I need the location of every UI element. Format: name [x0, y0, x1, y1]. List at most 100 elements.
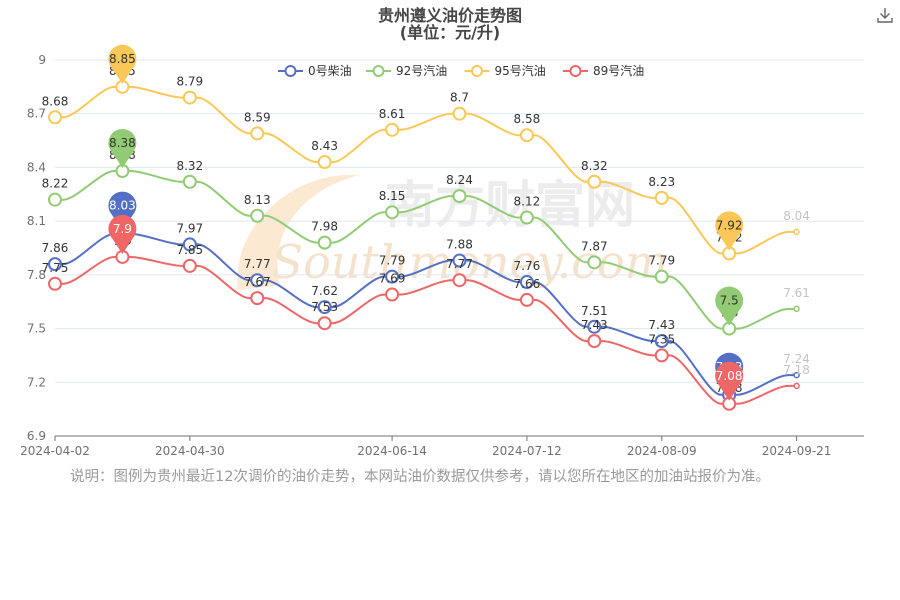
data-point[interactable]: [317, 300, 332, 315]
watermark-logo: [237, 174, 360, 290]
data-label: 8.24: [446, 173, 473, 187]
min-pin-label: 7.08: [716, 369, 743, 383]
data-point[interactable]: [587, 255, 602, 270]
data-point[interactable]: [317, 155, 332, 170]
max-pin-label: 7.9: [113, 222, 132, 236]
data-label: 8.04: [783, 209, 810, 223]
max-pin-0: [108, 191, 137, 231]
chart-note: 说明：图例为贵州最近12次调价的油价走势，本网站油价数据仅供参考，请以您所在地区…: [70, 469, 770, 485]
data-point[interactable]: [654, 190, 669, 205]
legend-marker: [471, 65, 483, 77]
data-point[interactable]: [250, 273, 265, 288]
data-point[interactable]: [452, 273, 467, 288]
data-point[interactable]: [385, 122, 400, 137]
data-label: 8.15: [379, 189, 406, 203]
data-point[interactable]: [385, 269, 400, 284]
data-point[interactable]: [452, 189, 467, 204]
y-tick-label: 7.5: [27, 322, 46, 336]
data-label: 8.68: [42, 94, 69, 108]
legend-label: 95号汽油: [495, 63, 546, 78]
data-label: 8.22: [42, 177, 69, 191]
chart-subtitle: (单位：元/升): [400, 23, 500, 42]
y-tick-label: 7.2: [27, 375, 46, 389]
data-point[interactable]: [793, 382, 800, 390]
x-tick-label: 2024-04-30: [155, 444, 225, 458]
data-label: 7.79: [648, 254, 675, 268]
chart-title: 贵州遵义油价走势图: [378, 6, 522, 25]
data-label: 7.79: [379, 254, 406, 268]
data-label: 8.13: [244, 193, 271, 207]
data-point[interactable]: [452, 253, 467, 268]
series-line-3: [55, 256, 797, 405]
max-pin-label: 8.38: [109, 136, 136, 150]
data-label: 7.86: [42, 241, 69, 255]
data-point[interactable]: [654, 334, 669, 349]
data-point[interactable]: [182, 90, 197, 105]
data-point[interactable]: [793, 305, 800, 313]
series-line-0: [55, 232, 797, 396]
legend-item-1[interactable]: 92号汽油: [366, 63, 447, 78]
download-icon[interactable]: [876, 6, 894, 24]
data-point[interactable]: [587, 174, 602, 189]
y-tick-label: 8.7: [27, 107, 46, 121]
data-point[interactable]: [519, 292, 534, 307]
data-point[interactable]: [48, 276, 62, 291]
data-label: 7.85: [176, 243, 203, 257]
y-tick-label: 8.1: [27, 214, 46, 228]
y-tick-label: 7.8: [27, 268, 46, 282]
data-point[interactable]: [250, 291, 265, 306]
max-pin-label: 8.85: [109, 52, 136, 66]
data-label: 7.69: [379, 272, 406, 286]
data-label: 8.7: [450, 91, 469, 105]
data-label: 8.23: [648, 175, 675, 189]
data-point[interactable]: [317, 235, 332, 250]
data-label: 7.62: [311, 284, 338, 298]
data-point[interactable]: [654, 269, 669, 284]
legend-item-0[interactable]: 0号柴油: [278, 64, 352, 78]
legend-item-3[interactable]: 89号汽油: [563, 63, 644, 78]
data-point[interactable]: [519, 210, 534, 225]
data-label: 7.35: [648, 332, 675, 346]
data-point[interactable]: [519, 275, 534, 290]
legend-label: 0号柴油: [308, 64, 352, 78]
max-pin-3: [108, 214, 137, 254]
data-label: 7.61: [783, 286, 810, 300]
data-point[interactable]: [250, 208, 265, 223]
data-point[interactable]: [519, 128, 534, 143]
data-point[interactable]: [250, 126, 265, 141]
data-label: 7.51: [581, 304, 608, 318]
data-label: 8.32: [176, 159, 203, 173]
data-label: 7.43: [648, 318, 675, 332]
x-tick-label: 2024-06-14: [357, 444, 427, 458]
data-point[interactable]: [48, 110, 62, 125]
data-point[interactable]: [452, 106, 467, 121]
data-label: 8.61: [379, 107, 406, 121]
legend-marker: [569, 65, 582, 77]
data-point[interactable]: [48, 257, 62, 272]
min-pin-2: [715, 211, 744, 251]
data-label: 7.24: [783, 352, 810, 366]
data-label: 7.87: [581, 239, 608, 253]
data-point[interactable]: [587, 319, 602, 334]
data-label: 7.88: [446, 238, 473, 252]
data-label: 8.32: [581, 159, 608, 173]
data-point[interactable]: [793, 228, 800, 236]
min-pin-label: 7.5: [720, 294, 739, 308]
legend-marker: [284, 65, 297, 77]
data-label: 8.59: [244, 110, 271, 124]
data-point[interactable]: [654, 348, 669, 363]
data-point[interactable]: [317, 316, 332, 331]
data-point[interactable]: [793, 371, 800, 379]
legend-item-2[interactable]: 95号汽油: [464, 63, 546, 78]
data-point[interactable]: [587, 334, 602, 349]
data-point[interactable]: [182, 237, 197, 252]
data-point[interactable]: [182, 258, 197, 273]
data-label: 8.58: [514, 112, 541, 126]
data-point[interactable]: [182, 174, 197, 189]
max-pin-label: 8.03: [109, 199, 136, 213]
data-point[interactable]: [385, 205, 400, 220]
data-point[interactable]: [385, 287, 400, 302]
x-tick-label: 2024-07-12: [492, 444, 562, 458]
data-point[interactable]: [48, 192, 62, 207]
